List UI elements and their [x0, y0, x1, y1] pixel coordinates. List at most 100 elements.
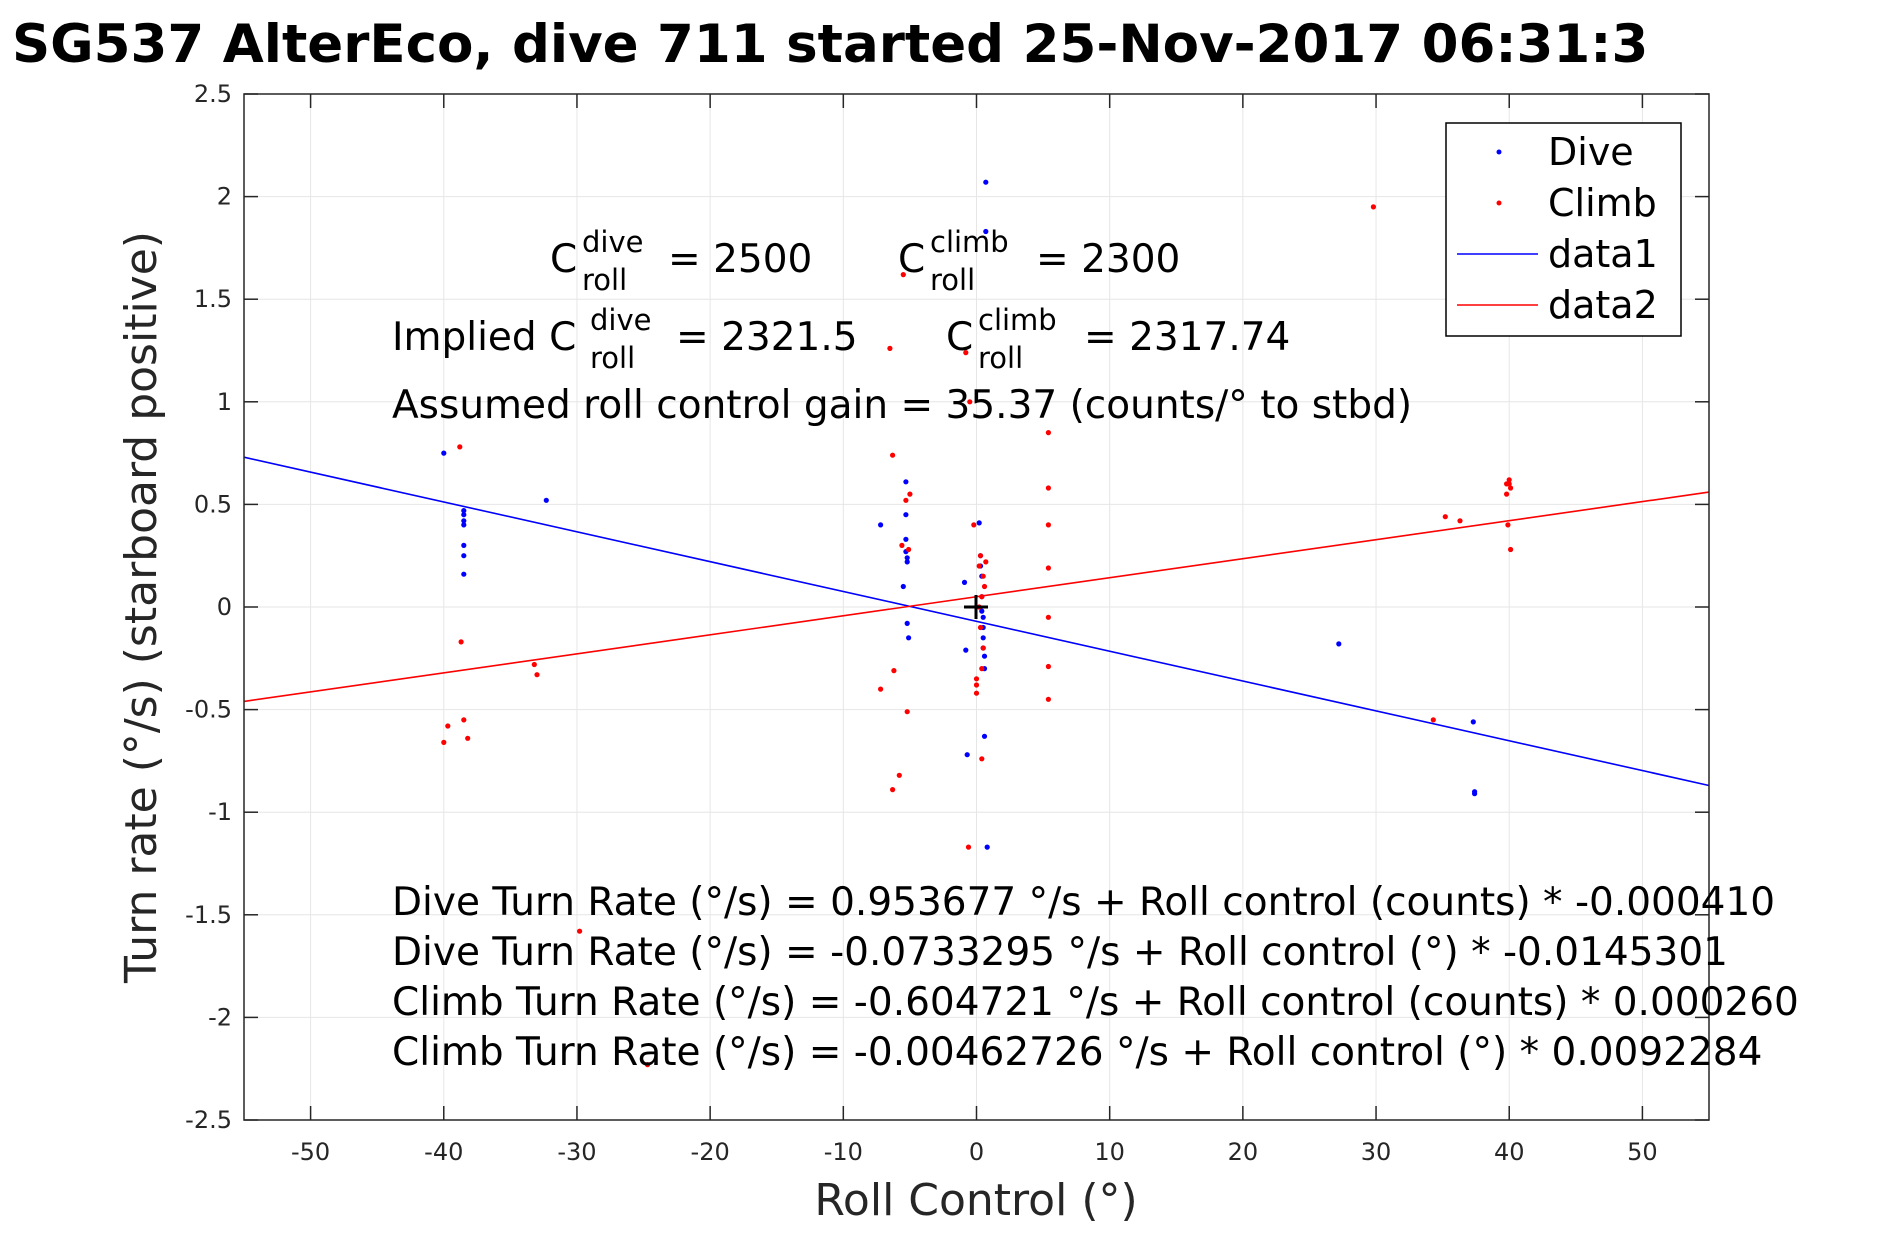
climb-point: [887, 345, 893, 351]
dive-point: [904, 559, 910, 565]
climb-point: [980, 573, 986, 579]
climb-point: [963, 350, 969, 356]
climb-point: [900, 272, 906, 278]
climb-point: [457, 444, 463, 450]
climb-point: [458, 639, 464, 645]
dive-point: [461, 508, 467, 514]
dive-point: [983, 179, 989, 185]
implied-dive-sub: roll: [590, 341, 635, 375]
climb-point: [971, 522, 977, 528]
axis-ticks: -50 -40 -30 -20 -10 0 10 20 30 40 50-2.5-2-1.5-1-0…: [185, 80, 1709, 1166]
climb-point: [445, 723, 451, 729]
dive-point: [543, 497, 549, 503]
x-tick-label: -20: [691, 1138, 730, 1166]
gain-annotation: Assumed roll control gain = 35.37 (count…: [392, 383, 1412, 428]
c-dive-value: = 2500: [668, 237, 812, 282]
dive-point: [900, 583, 906, 590]
dive-point: [981, 733, 988, 739]
x-tick-label: 10: [1094, 1138, 1125, 1166]
y-tick-label: 2.5: [194, 80, 232, 108]
climb-point: [965, 844, 972, 850]
climb-point: [973, 676, 980, 682]
climb-point: [1370, 204, 1376, 210]
x-tick-label: 50: [1627, 1138, 1658, 1166]
climb-point: [465, 735, 471, 741]
x-axis-label: Roll Control (°): [814, 1175, 1137, 1226]
dive-point: [983, 228, 989, 235]
dive-point: [980, 635, 986, 641]
climb-point: [904, 709, 910, 715]
climb-point: [1506, 481, 1512, 487]
climb-point: [979, 594, 985, 600]
x-tick-label: -40: [424, 1138, 463, 1166]
dive-point: [441, 450, 447, 456]
dive-point: [980, 614, 986, 620]
implied-prefix: Implied C: [392, 315, 576, 360]
climb-point: [644, 1062, 651, 1068]
dive-point: [878, 522, 884, 528]
climb-point: [899, 542, 905, 549]
climb-point: [903, 497, 909, 503]
climb-point: [973, 682, 980, 688]
climb-point: [979, 756, 985, 762]
climb-point: [890, 787, 896, 793]
x-tick-label: 20: [1228, 1138, 1259, 1166]
equation-dive-degrees: Dive Turn Rate (°/s) = -0.0733295 °/s + …: [392, 930, 1728, 975]
dive-point: [1336, 641, 1342, 647]
legend-data1-label: data1: [1548, 232, 1658, 276]
climb-point: [983, 559, 989, 565]
legend-data2-label: data2: [1548, 283, 1658, 327]
c-climb-symbol: C: [898, 237, 925, 282]
c-dive-sub: roll: [582, 263, 627, 297]
climb-point: [980, 645, 986, 651]
origin-marker: [964, 595, 988, 619]
equation-climb-counts: Climb Turn Rate (°/s) = -0.604721 °/s + …: [392, 980, 1799, 1025]
climb-point: [891, 668, 897, 674]
dive-point: [906, 635, 912, 641]
climb-point: [979, 666, 985, 672]
climb-point: [1506, 477, 1512, 483]
climb-point: [1045, 663, 1051, 670]
x-tick-label: 0: [969, 1138, 984, 1166]
dive-point: [461, 553, 467, 559]
dive-point: [961, 579, 968, 586]
dive-point: [461, 518, 467, 524]
y-tick-label: -1: [208, 798, 232, 826]
y-tick-label: -2.5: [185, 1106, 232, 1134]
climb-point: [1508, 546, 1514, 553]
legend-box: [1445, 122, 1682, 337]
coefficient-annotation: C dive roll = 2500 C climb roll = 2300: [550, 225, 1180, 297]
climb-point: [1504, 491, 1510, 497]
y-tick-label: 1: [217, 388, 232, 416]
dive-point: [1472, 791, 1478, 797]
climb-point: [534, 672, 540, 678]
dive-point: [979, 608, 985, 614]
climb-point: [1430, 717, 1436, 723]
dive-point: [903, 512, 909, 518]
climb-point: [1505, 522, 1511, 528]
implied-climb-sub: roll: [978, 341, 1023, 375]
c-climb-value: = 2300: [1036, 237, 1180, 282]
equation-climb-degrees: Climb Turn Rate (°/s) = -0.00462726 °/s …: [392, 1030, 1762, 1075]
climb-point: [878, 686, 884, 692]
legend-climb-label: Climb: [1548, 181, 1657, 225]
legend: Dive Climb data1 data2: [1445, 122, 1682, 337]
climb-point: [1508, 485, 1514, 491]
x-tick-label: -30: [557, 1138, 596, 1166]
climb-point: [1457, 518, 1463, 524]
climb-point: [890, 452, 896, 458]
climb-point: [967, 399, 973, 405]
dive-point: [903, 479, 909, 485]
y-tick-label: -2: [208, 1003, 232, 1031]
climb-point: [1045, 485, 1051, 491]
climb-point: [441, 739, 447, 746]
implied-climb-symbol: C: [946, 315, 973, 360]
climb-point: [1045, 522, 1051, 528]
c-dive-sup: dive: [582, 225, 643, 259]
y-tick-label: -1.5: [185, 901, 232, 929]
c-dive-symbol: C: [550, 237, 577, 282]
climb-point: [1045, 614, 1051, 620]
chart-title: SG537 AlterEco, dive 711 started 25-Nov-…: [12, 14, 1648, 75]
dive-point: [981, 653, 988, 659]
implied-dive-value: = 2321.5: [676, 315, 858, 360]
